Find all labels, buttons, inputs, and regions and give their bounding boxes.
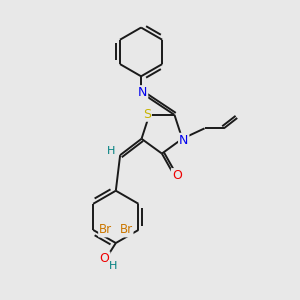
- Text: Br: Br: [119, 224, 133, 236]
- Text: O: O: [100, 252, 110, 265]
- Text: N: N: [179, 134, 188, 147]
- Text: Br: Br: [99, 224, 112, 236]
- Text: N: N: [138, 86, 147, 99]
- Text: S: S: [143, 108, 151, 121]
- Text: H: H: [106, 146, 115, 156]
- Text: O: O: [172, 169, 182, 182]
- Text: H: H: [109, 261, 117, 271]
